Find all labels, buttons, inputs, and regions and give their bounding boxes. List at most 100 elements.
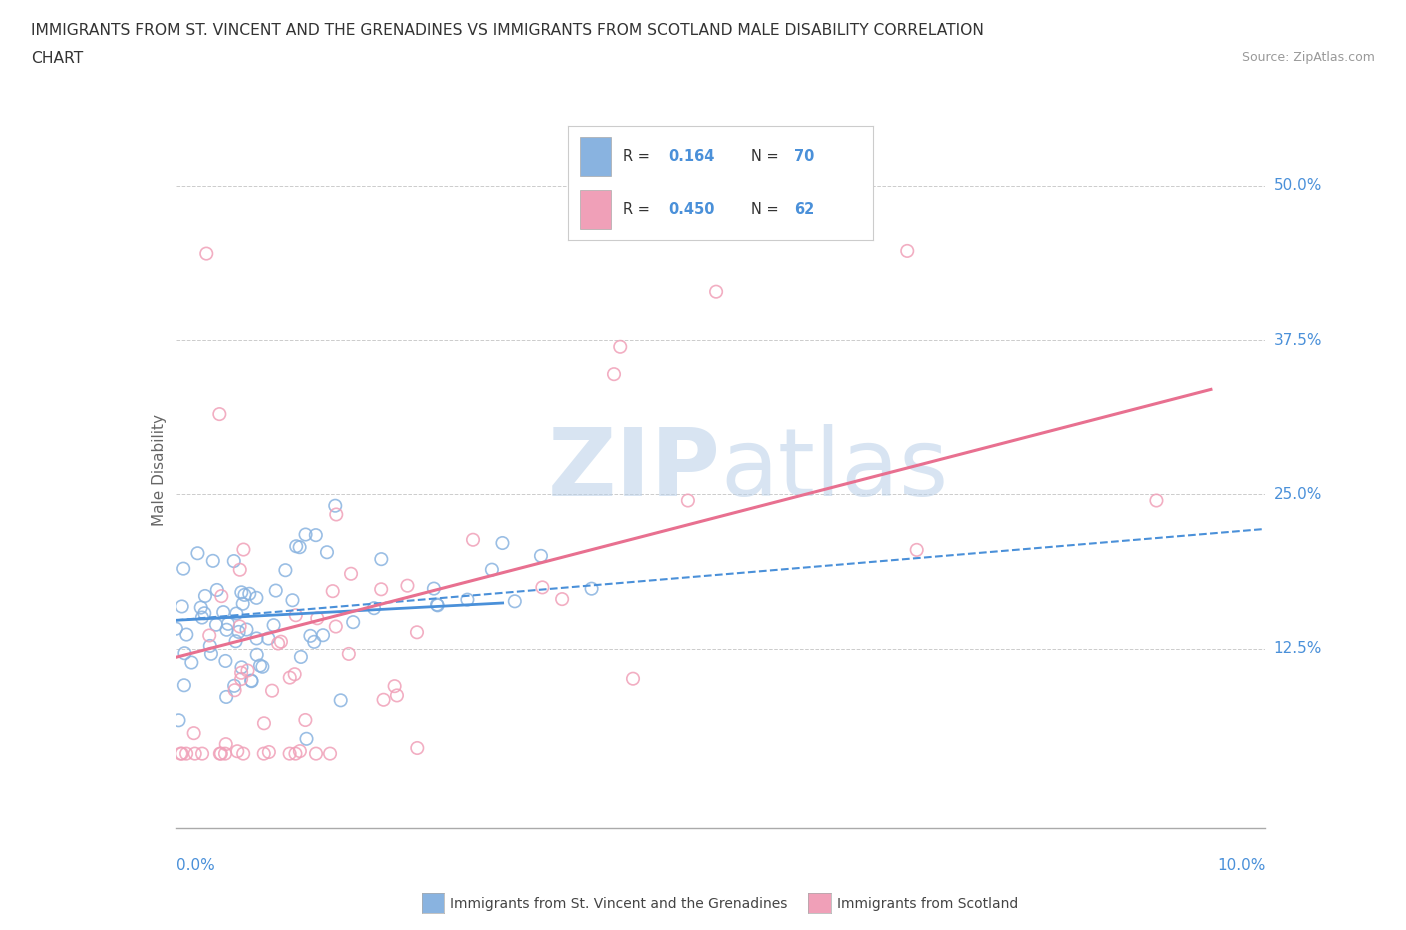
Point (193, 605, 215, 620)
Point (294, 527, 316, 542)
Point (224, 683, 246, 698)
Point (329, 693, 352, 708)
Text: ZIP: ZIP (548, 424, 721, 515)
Point (225, 606, 247, 621)
Point (170, 746, 193, 761)
Point (299, 629, 322, 644)
Point (284, 667, 307, 682)
Point (190, 600, 212, 615)
Point (232, 596, 254, 611)
Point (363, 601, 385, 616)
Point (704, 285, 727, 299)
Point (285, 538, 308, 553)
Point (226, 744, 249, 759)
Text: IMMIGRANTS FROM ST. VINCENT AND THE GRENADINES VS IMMIGRANTS FROM SCOTLAND MALE : IMMIGRANTS FROM ST. VINCENT AND THE GREN… (31, 23, 984, 38)
Point (240, 673, 263, 688)
Point (385, 688, 408, 703)
Point (215, 622, 238, 637)
Point (214, 654, 236, 669)
Point (231, 671, 253, 686)
Point (294, 712, 316, 727)
Point (195, 246, 218, 261)
Point (278, 671, 301, 685)
Point (337, 646, 360, 661)
Point (233, 588, 256, 603)
Point (180, 655, 202, 670)
Point (319, 746, 342, 761)
Point (174, 746, 197, 761)
Point (406, 625, 429, 640)
Point (257, 631, 280, 646)
Point (198, 628, 221, 643)
Point (167, 713, 190, 728)
Text: 25.0%: 25.0% (1274, 486, 1322, 502)
Point (231, 585, 253, 600)
Point (238, 586, 260, 601)
Point (260, 684, 283, 698)
Point (370, 582, 392, 597)
Point (406, 740, 429, 755)
Point (312, 628, 335, 643)
Text: 50.0%: 50.0% (1274, 179, 1322, 193)
Point (530, 549, 553, 564)
Point (257, 745, 280, 760)
Point (426, 598, 449, 613)
Point (426, 597, 449, 612)
Point (191, 610, 214, 625)
Point (676, 493, 699, 508)
Point (200, 646, 222, 661)
Point (325, 619, 347, 634)
Point (305, 746, 328, 761)
Point (245, 591, 267, 605)
Point (240, 673, 263, 688)
Point (396, 578, 419, 593)
Text: 0.0%: 0.0% (176, 858, 215, 873)
Point (222, 553, 245, 568)
Point (232, 746, 254, 761)
Y-axis label: Male Disability: Male Disability (152, 414, 167, 525)
Point (288, 744, 311, 759)
Point (284, 608, 307, 623)
Point (323, 498, 346, 513)
Point (905, 542, 928, 557)
Point (205, 618, 228, 632)
Point (214, 746, 236, 761)
Point (215, 689, 238, 704)
Point (252, 659, 274, 674)
Point (461, 532, 484, 547)
Point (246, 647, 269, 662)
Text: 12.5%: 12.5% (1274, 641, 1322, 657)
Text: 37.5%: 37.5% (1274, 333, 1322, 348)
Point (229, 563, 252, 578)
Point (253, 746, 276, 761)
Point (267, 636, 290, 651)
Point (284, 746, 307, 761)
Point (225, 634, 247, 649)
Point (264, 583, 287, 598)
Point (205, 582, 228, 597)
Point (322, 584, 344, 599)
Point (224, 678, 246, 693)
Point (621, 671, 644, 686)
Point (209, 589, 232, 604)
Point (208, 406, 231, 421)
Point (896, 244, 918, 259)
Point (191, 746, 214, 761)
Point (281, 592, 304, 607)
Point (270, 634, 292, 649)
Point (288, 539, 311, 554)
Point (245, 631, 267, 645)
Point (228, 624, 250, 639)
Point (235, 622, 257, 637)
Point (609, 339, 631, 354)
Point (370, 551, 392, 566)
Point (165, 621, 187, 636)
Point (217, 617, 239, 631)
Text: Immigrants from Scotland: Immigrants from Scotland (837, 897, 1018, 911)
Point (305, 527, 328, 542)
Point (176, 627, 198, 642)
Point (228, 619, 250, 634)
Point (208, 746, 231, 761)
Text: 10.0%: 10.0% (1218, 858, 1265, 873)
Point (186, 546, 208, 561)
